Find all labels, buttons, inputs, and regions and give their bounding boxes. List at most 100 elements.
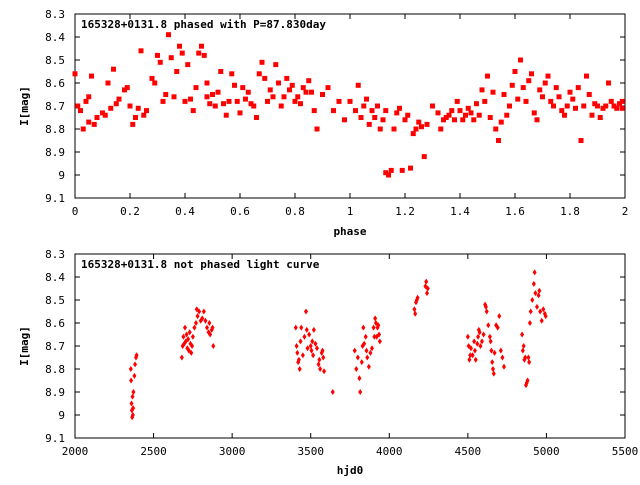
data-point (353, 108, 358, 114)
data-point (273, 62, 279, 68)
data-point (205, 324, 209, 331)
data-point (402, 117, 408, 123)
data-point (475, 340, 480, 347)
data-point (232, 82, 237, 88)
data-point (130, 393, 135, 400)
data-point (306, 78, 312, 84)
data-point (470, 352, 475, 359)
data-point (302, 333, 307, 340)
data-point (619, 105, 625, 111)
data-point (184, 331, 189, 338)
x-tick-label: 5000 (533, 445, 560, 458)
data-point (212, 103, 218, 109)
data-point (373, 315, 378, 322)
data-point (578, 138, 584, 143)
data-point (187, 329, 192, 336)
y-tick-labels: 8.3 8.4 8.5 8.6 8.7 8.8 8.9 9 9.1 (45, 8, 65, 205)
x-tick-label: 1.8 (560, 205, 580, 218)
data-point (551, 103, 556, 109)
data-point (317, 356, 322, 363)
data-point (240, 85, 246, 91)
x-tick-label: 0 (72, 205, 79, 218)
x-tick-labels: 2000 2500 3000 3500 4000 4500 5000 5500 (62, 445, 639, 458)
data-point (556, 94, 562, 100)
data-point (366, 121, 372, 127)
data-point (267, 87, 273, 93)
data-point (155, 52, 160, 58)
data-point (397, 105, 402, 111)
data-point (548, 98, 554, 104)
data-point (111, 66, 116, 72)
data-point (500, 354, 505, 361)
data-point (311, 108, 317, 114)
data-point (199, 43, 204, 49)
data-point (498, 347, 503, 354)
data-point (584, 73, 589, 79)
data-point (465, 105, 471, 111)
data-point (619, 98, 625, 104)
data-point (304, 326, 309, 333)
data-point (325, 85, 331, 91)
data-point (179, 50, 185, 56)
data-point (234, 98, 240, 104)
x-tick-label: 3000 (219, 445, 246, 458)
x-axis-label: hjd0 (337, 464, 364, 477)
y-tick-label: 9.1 (45, 192, 65, 205)
data-point (375, 103, 380, 109)
data-point (152, 80, 158, 86)
data-point (490, 359, 495, 366)
data-point (270, 94, 276, 100)
chart-title: 165328+0131.8 phased with P=87.830day (81, 18, 326, 31)
y-tick-label: 8.5 (45, 54, 65, 67)
data-point (195, 313, 200, 320)
data-point (545, 73, 551, 79)
data-point (211, 343, 216, 349)
y-tick-label: 8.3 (45, 248, 65, 261)
data-point (313, 340, 318, 347)
data-point (311, 352, 316, 359)
data-point (608, 98, 614, 104)
data-point (575, 85, 581, 91)
x-tick-label: 4500 (455, 445, 482, 458)
x-tick-label: 0.2 (120, 205, 140, 218)
y-axis-label: I[mag] (18, 86, 31, 126)
y-tick-label: 8.9 (45, 386, 65, 399)
data-point (471, 117, 477, 123)
data-point (489, 347, 494, 354)
data-point (304, 308, 308, 315)
data-point (438, 126, 444, 132)
data-point (611, 103, 617, 109)
data-point (185, 62, 191, 68)
y-tick-label: 8.3 (45, 8, 65, 21)
data-point (388, 167, 394, 173)
data-point (124, 85, 130, 91)
data-point (296, 356, 301, 363)
x-tick-label: 2 (622, 205, 629, 218)
data-point (380, 117, 386, 123)
data-point (424, 121, 430, 127)
data-point (531, 280, 536, 287)
data-point (606, 80, 611, 86)
data-point (311, 326, 316, 333)
data-point (318, 366, 323, 372)
x-tick-label: 0.4 (175, 205, 195, 218)
y-tick-label: 8.6 (45, 77, 65, 90)
y-tick-label: 9 (58, 169, 65, 182)
data-point (196, 50, 202, 56)
data-point (284, 75, 290, 81)
data-point (133, 115, 138, 120)
data-point (295, 349, 300, 356)
data-point (491, 370, 496, 377)
data-point (441, 117, 446, 123)
data-point (105, 80, 111, 86)
data-point (186, 336, 191, 343)
data-point (446, 112, 452, 118)
data-point (309, 347, 314, 354)
data-point (377, 338, 382, 345)
data-point (256, 71, 262, 77)
data-point (532, 269, 537, 276)
data-point (365, 354, 370, 361)
data-point (537, 287, 542, 294)
data-point (314, 126, 320, 132)
data-point (72, 71, 78, 77)
